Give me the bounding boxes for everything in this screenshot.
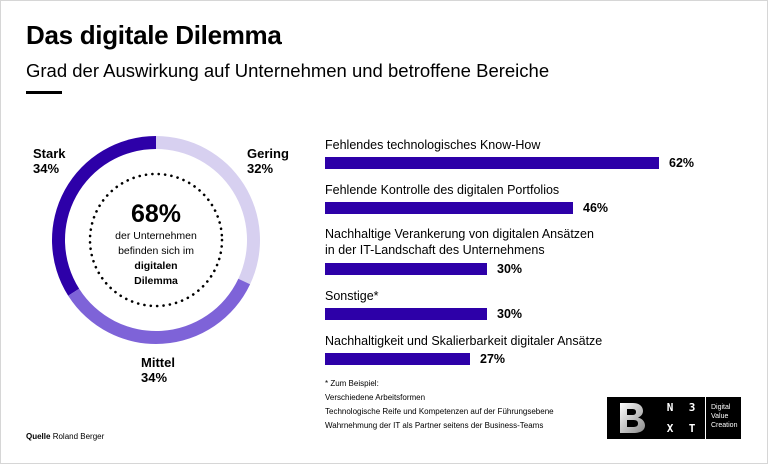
bar-label-line: in der IT-Landschaft des Unternehmens	[325, 243, 545, 257]
logo-letter: T	[688, 422, 696, 435]
bar-value: 30%	[497, 262, 523, 276]
slice-value: 34%	[33, 161, 60, 176]
donut-slices	[52, 136, 260, 345]
footnote-heading: * Zum Beispiel:	[325, 379, 379, 388]
slice-name: Gering	[247, 146, 289, 161]
bar-label: Nachhaltige Verankerung von digitalen An…	[325, 226, 594, 258]
bar-label: Fehlendes technologisches Know-How	[325, 138, 541, 152]
slice-label-gering: Gering 32%	[247, 146, 289, 176]
donut-inner-dotted-ring	[88, 172, 224, 308]
footnote-line: Wahrnehmung der IT als Partner seitens d…	[325, 421, 544, 430]
footnote-line: Verschiedene Arbeitsformen	[325, 393, 426, 402]
slice-name: Stark	[33, 146, 66, 161]
donut-center-value: 68%	[130, 200, 182, 228]
footnote: * Zum Beispiel: Verschiedene Arbeitsform…	[325, 377, 554, 433]
donut-slice-mittel	[68, 278, 251, 345]
bar	[325, 202, 573, 214]
slice-value: 32%	[247, 161, 274, 176]
bar-label: Nachhaltigkeit und Skalierbarkeit digita…	[325, 334, 603, 348]
center-line-bold: Dilemma	[134, 275, 178, 287]
source-text: Roland Berger	[52, 432, 105, 441]
bar-label: Sonstige*	[325, 289, 379, 303]
slice-label-stark: Stark 34%	[33, 146, 66, 176]
slice-name: Mittel	[141, 355, 175, 370]
bar-value: 27%	[480, 352, 506, 366]
donut-slice-gering	[156, 136, 260, 285]
center-line: befinden sich im	[118, 245, 194, 257]
donut-center-text: der Unternehmen befinden sich im digital…	[96, 229, 216, 289]
footnote-line: Technologische Reife und Kompetenzen auf…	[325, 407, 554, 416]
chart-subtitle: Grad der Auswirkung auf Unternehmen und …	[26, 60, 550, 81]
n3xt-letters: N 3 X T	[657, 397, 705, 439]
logo-tagline: Digital Value Creation	[705, 397, 741, 439]
bar-value: 30%	[497, 307, 523, 321]
source-label: Quelle	[26, 432, 51, 441]
logo-letter: N	[666, 401, 674, 414]
bar-value: 46%	[583, 201, 609, 215]
bar-value: 62%	[669, 156, 695, 170]
logo-word: Creation	[711, 422, 738, 429]
slice-value: 34%	[141, 370, 168, 385]
n3xt-logo: N 3 X T Digital Value Creation	[607, 397, 741, 439]
title-underline	[26, 91, 62, 94]
logo-letter: X	[666, 422, 674, 435]
bar-label-line: Nachhaltige Verankerung von digitalen An…	[325, 227, 594, 241]
source-note: Quelle Roland Berger	[26, 432, 104, 441]
bar	[325, 157, 659, 169]
b-letter-icon	[620, 403, 645, 433]
logo-letter: 3	[688, 401, 696, 414]
slice-label-mittel: Mittel 34%	[141, 355, 175, 385]
logo-word: Value	[711, 413, 729, 420]
donut-slice-stark	[52, 136, 157, 296]
bar	[325, 263, 487, 275]
bar	[325, 353, 470, 365]
center-line-bold: digitalen	[134, 260, 178, 272]
center-line: der Unternehmen	[115, 230, 197, 242]
chart-title: Das digitale Dilemma	[26, 20, 282, 50]
b-logo-icon	[607, 397, 657, 439]
bar	[325, 308, 487, 320]
bar-label: Fehlende Kontrolle des digitalen Portfol…	[325, 183, 560, 197]
logo-word: Digital	[711, 404, 731, 411]
